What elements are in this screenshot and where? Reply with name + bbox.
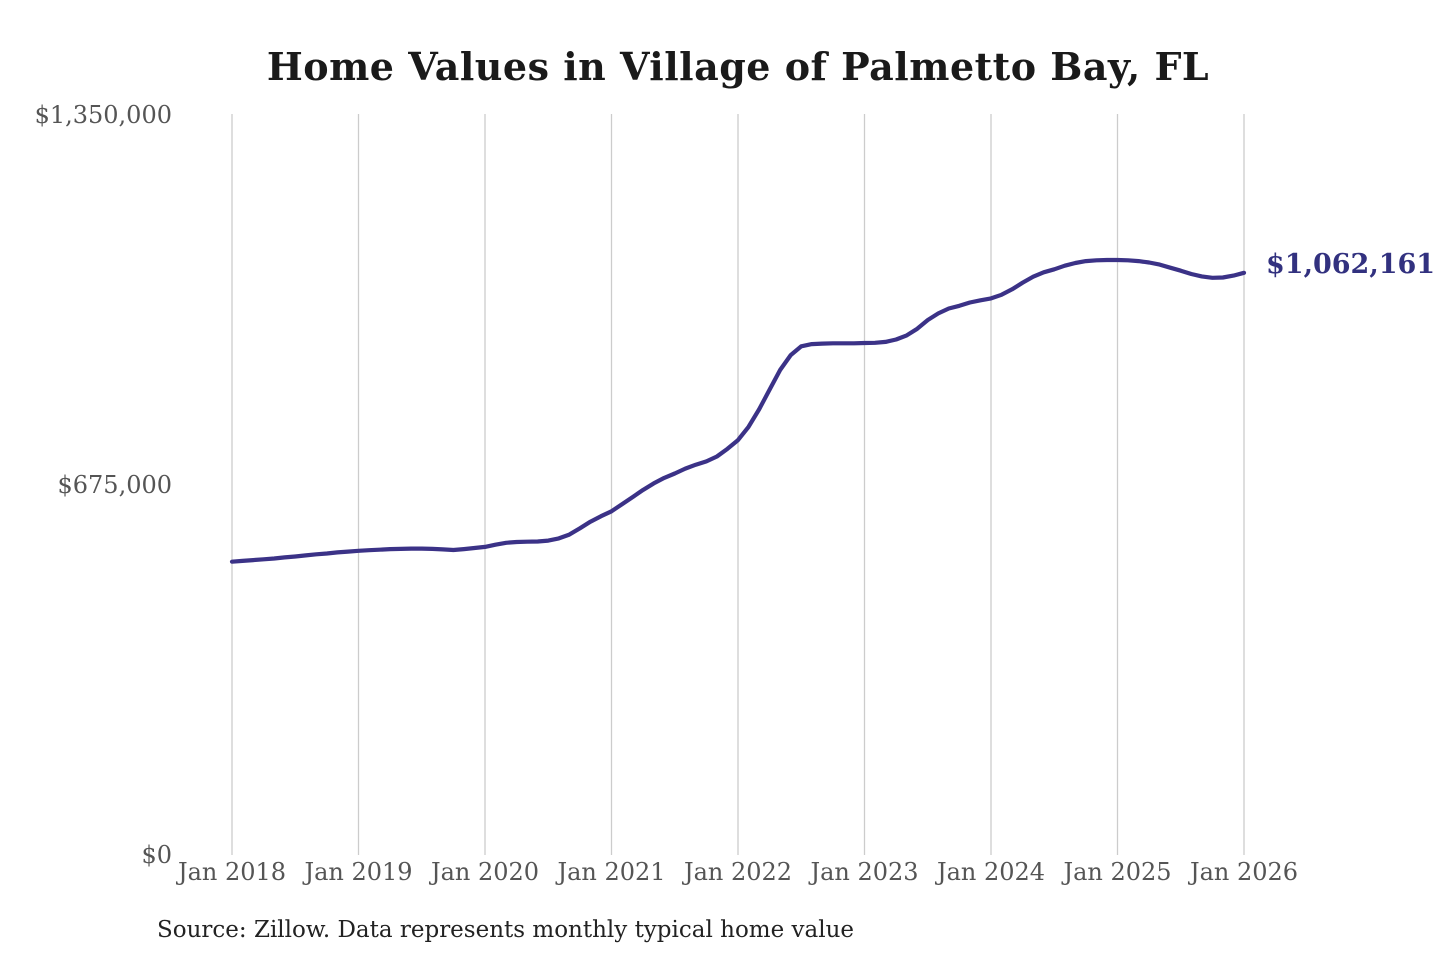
latest-value-label: $1,062,161: [1266, 248, 1436, 280]
x-tick-label: Jan 2022: [683, 858, 793, 886]
y-tick-label: $1,350,000: [34, 101, 172, 129]
chart-title: Home Values in Village of Palmetto Bay, …: [266, 44, 1210, 89]
y-tick-label: $0: [141, 841, 172, 869]
year-gridlines: [231, 114, 1245, 855]
x-tick-label: Jan 2020: [430, 858, 540, 886]
x-tick-label: Jan 2024: [936, 858, 1046, 886]
home-value-line: [229, 257, 1247, 564]
x-tick-label: Jan 2021: [557, 858, 666, 886]
x-tick-label: Jan 2025: [1063, 858, 1172, 886]
y-tick-label: $675,000: [57, 471, 172, 499]
x-tick-label: Jan 2019: [304, 858, 413, 886]
x-tick-label: Jan 2018: [177, 858, 287, 886]
x-tick-label: Jan 2023: [810, 858, 919, 886]
x-tick-label: Jan 2026: [1189, 858, 1299, 886]
source-note: Source: Zillow. Data represents monthly …: [157, 917, 855, 943]
